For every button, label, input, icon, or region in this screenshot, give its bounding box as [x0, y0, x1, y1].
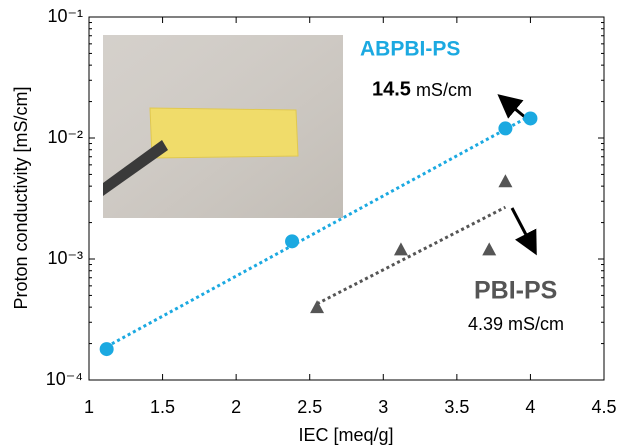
y-tick-label: 10⁻² [47, 127, 83, 147]
x-tick-label: 3.5 [444, 397, 469, 417]
x-tick-label: 3 [378, 397, 388, 417]
trend-line [316, 205, 507, 306]
point [310, 300, 325, 314]
x-tick-label: 2 [231, 397, 241, 417]
arrow [510, 207, 537, 256]
annotation: 14.5 [372, 78, 411, 100]
trend-line [105, 114, 532, 348]
y-axis-title: Proton conductivity [mS/cm] [11, 86, 31, 309]
legend-label: PBI-PS [474, 277, 557, 305]
x-tick-label: 4.5 [591, 397, 616, 417]
annotation: mS/cm [416, 80, 472, 100]
annotation: 4.39 mS/cm [468, 314, 564, 334]
point [285, 234, 300, 249]
x-axis-title: IEC [meq/g] [298, 425, 393, 445]
y-tick-label: 10⁻³ [47, 248, 83, 268]
x-tick-label: 2.5 [297, 397, 322, 417]
x-tick-label: 1 [84, 397, 94, 417]
arrow [497, 94, 527, 120]
inset-photo [103, 35, 343, 218]
point [99, 342, 114, 357]
plot-frame [88, 16, 605, 381]
point [393, 242, 408, 256]
point [498, 121, 513, 136]
tweezers [103, 140, 168, 196]
point [498, 174, 513, 188]
legend-label: ABPBI-PS [360, 38, 460, 61]
point [482, 242, 497, 256]
y-tick-label: 10⁻¹ [47, 6, 83, 26]
point [523, 111, 538, 126]
y-tick-label: 10⁻⁴ [46, 369, 83, 389]
membrane-strip [149, 107, 299, 159]
x-tick-label: 1.5 [150, 397, 175, 417]
x-tick-label: 4 [525, 397, 535, 417]
